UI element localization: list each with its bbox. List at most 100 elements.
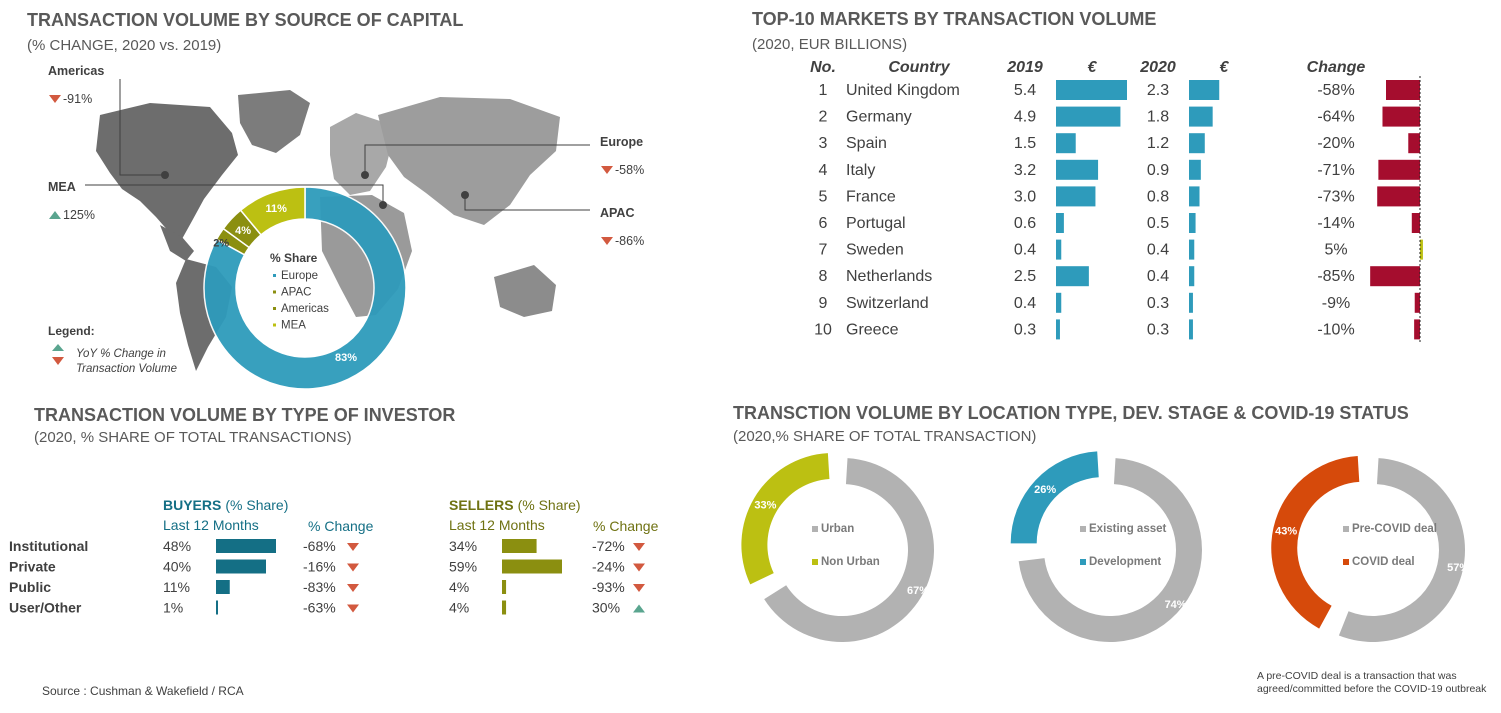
map-greenland (238, 90, 310, 153)
market-value-2019: 5.4 (1014, 82, 1036, 99)
market-value-2019: 0.6 (1014, 215, 1036, 232)
capital-legend-item: Americas (281, 303, 329, 315)
markets-subtitle: (2020, EUR BILLIONS) (752, 36, 908, 53)
buyers-share: 40% (163, 559, 191, 575)
markets-header: No. Country 2019 € 2020 € Change (810, 59, 1365, 76)
market-value-2020: 2.3 (1147, 82, 1169, 99)
market-value-2020: 1.2 (1147, 135, 1169, 152)
donut-label-main: 57% (1447, 562, 1469, 574)
market-no: 10 (814, 321, 832, 338)
investor-chart: BUYERS (% Share) Last 12 Months % Change … (9, 497, 659, 616)
sellers-share: 4% (449, 600, 469, 616)
donut-legend-swatch (1080, 526, 1086, 532)
market-value-2020: 0.4 (1147, 242, 1169, 259)
buyers-bar (216, 580, 230, 594)
market-bar-2020 (1189, 186, 1200, 207)
market-change: -71% (1317, 162, 1354, 179)
capital-legend-swatch (273, 323, 276, 327)
donut-label-minor: 26% (1034, 484, 1056, 496)
sellers-change-icon (633, 584, 645, 592)
market-change: -73% (1317, 188, 1354, 205)
legend-line-1: YoY % Change in (76, 348, 166, 360)
buyers-change: -16% (303, 559, 336, 575)
market-bar-2020 (1189, 292, 1193, 313)
market-change: -64% (1317, 109, 1354, 126)
market-value-2020: 0.5 (1147, 215, 1169, 232)
capital-legend-swatch (273, 307, 276, 310)
header-euro-2020: € (1220, 59, 1230, 76)
market-change-bar (1420, 239, 1423, 260)
capital-graphic: 83% 2% 4% 11% % Share Europe APAC Americas MEA… (48, 64, 644, 390)
market-no: 2 (819, 109, 828, 126)
sellers-last12: Last 12 Months (449, 517, 545, 533)
region-name: MEA (48, 180, 76, 194)
leader-europe (364, 144, 590, 175)
market-bar-2020 (1189, 159, 1201, 180)
market-country: France (846, 188, 896, 205)
market-value-2020: 0.3 (1147, 321, 1169, 338)
market-bar-2020 (1189, 266, 1195, 287)
market-change-bar (1414, 292, 1420, 313)
footnote: A pre-COVID deal is a transaction that w… (1257, 670, 1501, 696)
capital-slice-label: 2% (213, 237, 229, 249)
market-change-bar (1414, 319, 1420, 340)
buyers-last12: Last 12 Months (163, 517, 259, 533)
footnote-line-1: A pre-COVID deal is a transaction that w… (1257, 670, 1457, 682)
market-no: 9 (819, 295, 828, 312)
market-value-2020: 0.8 (1147, 188, 1169, 205)
capital-donut-title: % Share (270, 251, 318, 265)
legend-title: Legend: (48, 324, 95, 338)
leader-mea (85, 184, 384, 205)
donut-legend-swatch (1080, 559, 1086, 565)
investor-title: TRANSACTION VOLUME BY TYPE OF INVESTOR (34, 405, 456, 425)
donut-legend-swatch (1343, 559, 1349, 565)
market-bar-2020 (1189, 80, 1220, 100)
investor-category: User/Other (9, 600, 82, 616)
market-value-2019: 4.9 (1014, 109, 1036, 126)
buyers-bar (216, 559, 266, 574)
market-no: 7 (819, 242, 828, 259)
market-country: United Kingdom (846, 82, 960, 99)
region-change-icon (49, 95, 61, 103)
sellers-bar (502, 580, 507, 594)
market-value-2019: 0.3 (1014, 321, 1036, 338)
map-central-america (160, 225, 194, 261)
legend-line-2: Transaction Volume (76, 363, 177, 375)
legend-up-icon (52, 344, 64, 351)
footnote-line-2: agreed/committed before the COVID-19 out… (1257, 683, 1487, 695)
map-asia (378, 97, 560, 225)
capital-donut-legend: % Share Europe APAC Americas MEA (270, 251, 329, 332)
header-2019: 2019 (1006, 59, 1043, 76)
region-labels: Americas -91% Europe -58% MEA 125% APAC -86% (48, 64, 644, 248)
market-change-bar (1378, 159, 1420, 180)
capital-legend-item: APAC (281, 287, 311, 299)
leader-americas (119, 79, 165, 176)
location-subtitle: (2020,% SHARE OF TOTAL TRANSACTION) (733, 428, 1037, 445)
market-country: Greece (846, 321, 899, 338)
buyers-share: 1% (163, 600, 183, 616)
donut-legend-item: Urban (821, 523, 854, 535)
market-no: 5 (819, 188, 828, 205)
map-oceania (494, 265, 556, 317)
sellers-change: -93% (592, 579, 625, 595)
market-bar-2020 (1189, 319, 1193, 340)
dot-apac (461, 191, 469, 199)
header-country: Country (888, 59, 950, 76)
capital-donut: 83% 2% 4% 11% (203, 186, 407, 390)
region-change: -91% (63, 92, 92, 106)
market-value-2020: 0.4 (1147, 268, 1169, 285)
leader-apac (464, 195, 590, 211)
market-bar-2019 (1056, 106, 1121, 127)
header-2020: 2020 (1139, 59, 1176, 76)
investor-category: Institutional (9, 538, 88, 554)
market-bar-2019 (1056, 133, 1076, 154)
market-no: 3 (819, 135, 828, 152)
sellers-bar (502, 539, 537, 553)
market-bar-2019 (1056, 213, 1064, 233)
location-title: TRANSCTION VOLUME BY LOCATION TYPE, DEV.… (733, 403, 1409, 423)
map-north-america (96, 103, 238, 239)
map-europe (330, 113, 392, 195)
market-change: -58% (1317, 82, 1354, 99)
market-value-2020: 1.8 (1147, 109, 1169, 126)
region-change: -58% (615, 163, 644, 177)
